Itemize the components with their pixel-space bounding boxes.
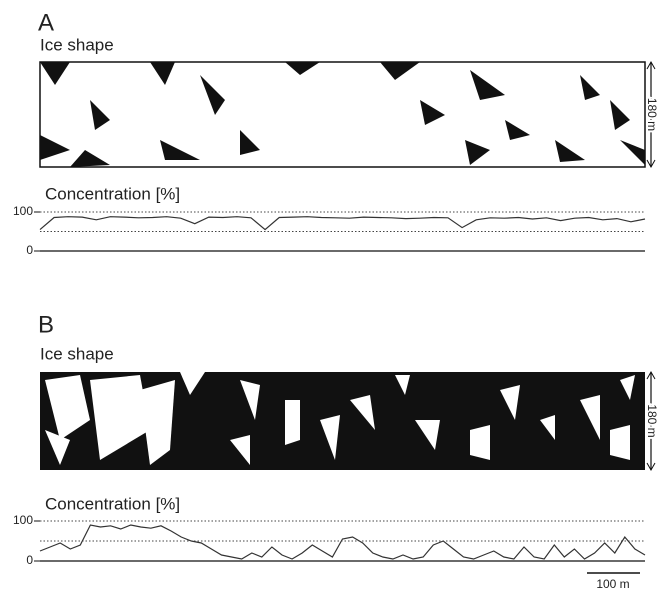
y-tick-label: 100	[13, 513, 33, 527]
chart-title: Concentration [%]	[45, 184, 180, 203]
scale-bar-label: 100 m	[596, 577, 629, 591]
chart-title: Concentration [%]	[45, 494, 180, 513]
concentration-line	[40, 217, 645, 230]
y-tick-label: 100	[13, 204, 33, 218]
scale-label: 180 m	[645, 404, 658, 437]
image-label: Ice shape	[40, 35, 114, 54]
ice-image-a	[40, 62, 645, 167]
figure: AIce shape180 mConcentration [%]0100BIce…	[0, 0, 658, 593]
panel-label: A	[38, 9, 54, 36]
y-tick-label: 0	[26, 243, 33, 257]
panel-label: B	[38, 311, 54, 338]
y-tick-label: 0	[26, 553, 33, 567]
scale-label: 180 m	[645, 98, 658, 131]
image-label: Ice shape	[40, 344, 114, 363]
ice-image-b	[40, 372, 645, 470]
concentration-line	[40, 525, 645, 559]
